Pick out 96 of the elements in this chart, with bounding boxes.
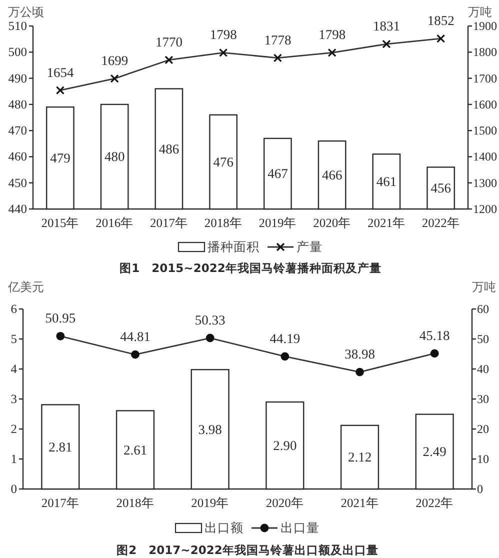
point [56,86,64,95]
x-tick-label: 2015年 [41,216,80,230]
y-tick-label: 470 [8,124,27,138]
legend-label: 播种面积 [208,240,260,254]
data-label: 2.49 [422,444,447,460]
point [110,74,119,83]
legend-label: 出口额 [204,521,244,535]
point [430,349,439,358]
data-label: 456 [430,180,452,196]
x-tick-label: 2022年 [416,496,454,510]
y2-tick-label: 1900 [473,19,497,33]
point [131,350,140,359]
y2-tick-label: 50 [477,332,489,346]
text: 图2 2017~2022年我国马铃薯出口额及出口量 [116,543,378,557]
x-tick-label: 2022年 [422,216,460,230]
y2-tick-label: 60 [477,302,489,316]
y-tick-label: 2 [10,422,17,436]
data-label: 50.33 [194,312,226,328]
y-tick-label: 3 [10,392,17,406]
y2-tick-label: 1800 [473,45,497,60]
y-tick-label: 450 [8,176,27,190]
point [436,34,446,43]
data-label: 486 [158,141,180,156]
x-tick-label: 2016年 [96,216,134,230]
data-label: 1778 [264,32,292,48]
y-tick-label: 480 [8,97,27,112]
text: 图1 2015~2022年我国马铃薯播种面积及产量 [120,261,382,275]
x-tick-label: 2018年 [204,216,242,230]
data-label: 3.98 [198,422,222,437]
x-tick-label: 2021年 [367,216,406,230]
point [164,56,174,64]
data-label: 467 [268,166,288,182]
y-tick-label: 500 [8,45,27,60]
point [206,334,214,342]
y-tick-label: 490 [8,71,27,86]
data-label: 2.61 [123,442,148,458]
y2-axis-title: 万吨 [468,5,492,19]
y-tick-label: 5 [10,332,17,346]
x-tick-label: 2019年 [258,216,297,230]
y2-tick-label: 1300 [473,176,497,190]
y2-tick-label: 20 [477,422,489,436]
data-label: 44.81 [120,329,150,344]
y2-tick-label: 40 [477,362,489,376]
y2-tick-label: 1200 [473,202,497,216]
y-axis-title: 万公顷 [8,5,44,19]
x-tick-label: 2021年 [340,496,379,510]
data-label: 476 [213,154,234,170]
y-tick-label: 6 [10,302,17,316]
data-label: 44.19 [270,330,300,346]
y-tick-label: 460 [8,150,27,164]
data-label: 45.18 [419,328,450,343]
data-label: 1798 [210,27,238,42]
y-tick-label: 510 [8,19,27,33]
data-label: 38.98 [344,346,376,362]
data-label: 461 [376,174,397,190]
y-axis-title: 亿美元 [7,280,44,294]
x-tick-label: 2020年 [313,216,352,230]
y2-tick-label: 30 [477,392,489,406]
data-label: 1654 [46,64,74,80]
y-tick-label: 1 [10,452,17,466]
point [356,368,364,376]
point [328,48,336,57]
x-tick-label: 2017年 [150,216,188,230]
point [280,352,290,361]
data-label: 2.12 [348,450,372,465]
y-tick-label: 0 [10,482,17,496]
point [273,54,282,62]
point [56,332,65,340]
y2-axis-title: 万吨 [472,280,496,294]
y2-tick-label: 1700 [473,71,497,86]
data-label: 1770 [155,34,183,50]
y2-tick-label: 1500 [473,124,497,138]
x-tick-label: 2020年 [266,496,304,510]
data-label: 50.95 [45,310,76,326]
data-label: 1852 [427,13,454,28]
data-label: 2.90 [273,438,297,453]
y2-tick-label: 10 [477,452,489,466]
point [219,48,228,57]
x-tick-label: 2017年 [41,496,80,510]
data-label: 1798 [318,27,346,42]
y2-tick-label: 1400 [473,150,497,164]
x-tick-label: 2018年 [116,496,154,510]
legend-label: 产量 [296,240,322,254]
data-label: 480 [104,149,125,164]
y2-tick-label: 1600 [473,97,497,112]
data-label: 466 [322,168,342,183]
x-tick-label: 2019年 [191,496,230,510]
y-tick-label: 4 [10,362,18,376]
y2-tick-label: 0 [477,482,483,496]
y-tick-label: 440 [8,202,27,216]
legend-label: 出口量 [280,521,320,535]
data-label: 2.81 [48,439,72,454]
point [382,40,391,48]
data-label: 479 [50,150,71,166]
data-label: 1831 [372,18,400,34]
data-label: 1699 [101,53,128,68]
